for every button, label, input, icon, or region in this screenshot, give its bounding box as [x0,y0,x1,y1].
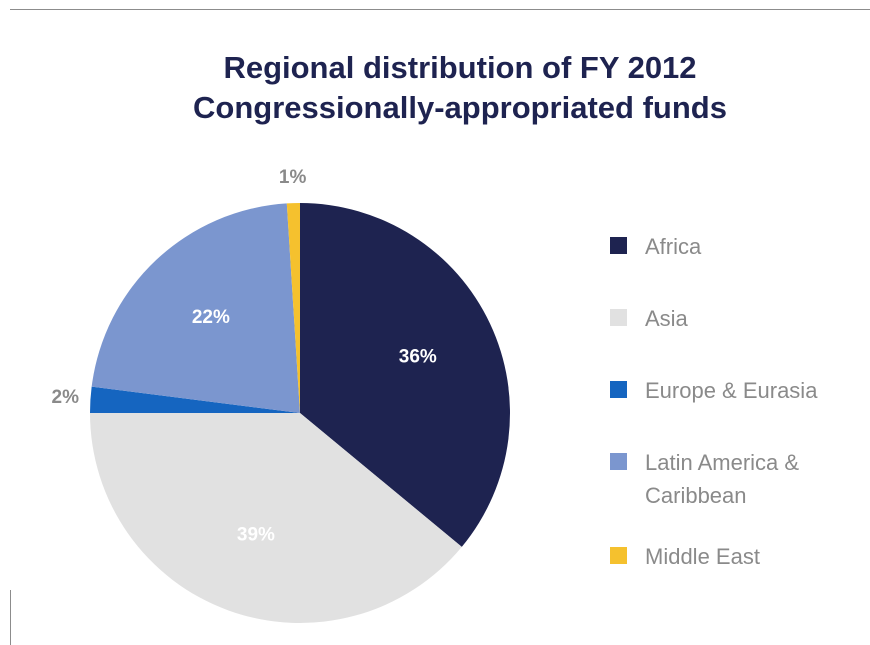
pie-value-label-latin-america-caribbean: 22% [192,307,230,328]
chart-title: Regional distribution of FY 2012 Congres… [0,48,870,128]
legend-label-line-2: Caribbean [645,483,747,508]
legend-label-africa: Africa [645,234,702,259]
pie-slice-europe-eurasia [90,386,300,413]
legend-label-latin-america-caribbean: Latin America & Caribbean [645,446,855,512]
pie-value-label-asia: 39% [237,525,275,546]
legend-label-asia: Asia [645,306,688,331]
chart-legend: Africa Asia Europe & Eurasia Latin Ameri… [610,230,860,612]
frame-border-top [10,9,870,10]
legend-item-asia: Asia [610,302,860,342]
pie-slice-middle-east [286,203,300,413]
chart-title-line-1: Regional distribution of FY 2012 [223,50,697,85]
pie-slices [90,203,510,623]
legend-swatch-europe-eurasia [610,381,627,398]
pie-value-label-africa: 36% [399,347,437,368]
legend-label-europe-eurasia: Europe & Eurasia [645,378,818,403]
chart-title-line-2: Congressionally-appropriated funds [193,90,727,125]
pie-value-label-europe-eurasia: 2% [52,387,80,408]
legend-swatch-africa [610,237,627,254]
pie-slice-africa [300,203,510,547]
legend-label-line-1: Latin America & [645,450,800,475]
legend-item-africa: Africa [610,230,860,270]
legend-item-europe-eurasia: Europe & Eurasia [610,374,860,414]
legend-swatch-asia [610,309,627,326]
legend-item-middle-east: Middle East [610,540,860,580]
legend-swatch-latin-america-caribbean [610,453,627,470]
pie-slice-latin-america-caribbean [91,203,300,413]
pie-value-labels: 36% 39% 2% 22% 1% [52,167,437,546]
legend-swatch-middle-east [610,547,627,564]
frame-border-left [10,590,11,645]
legend-item-latin-america-caribbean: Latin America & Caribbean [610,446,860,516]
pie-value-label-middle-east: 1% [279,167,307,188]
legend-label-middle-east: Middle East [645,544,760,569]
pie-slice-asia [90,413,462,623]
